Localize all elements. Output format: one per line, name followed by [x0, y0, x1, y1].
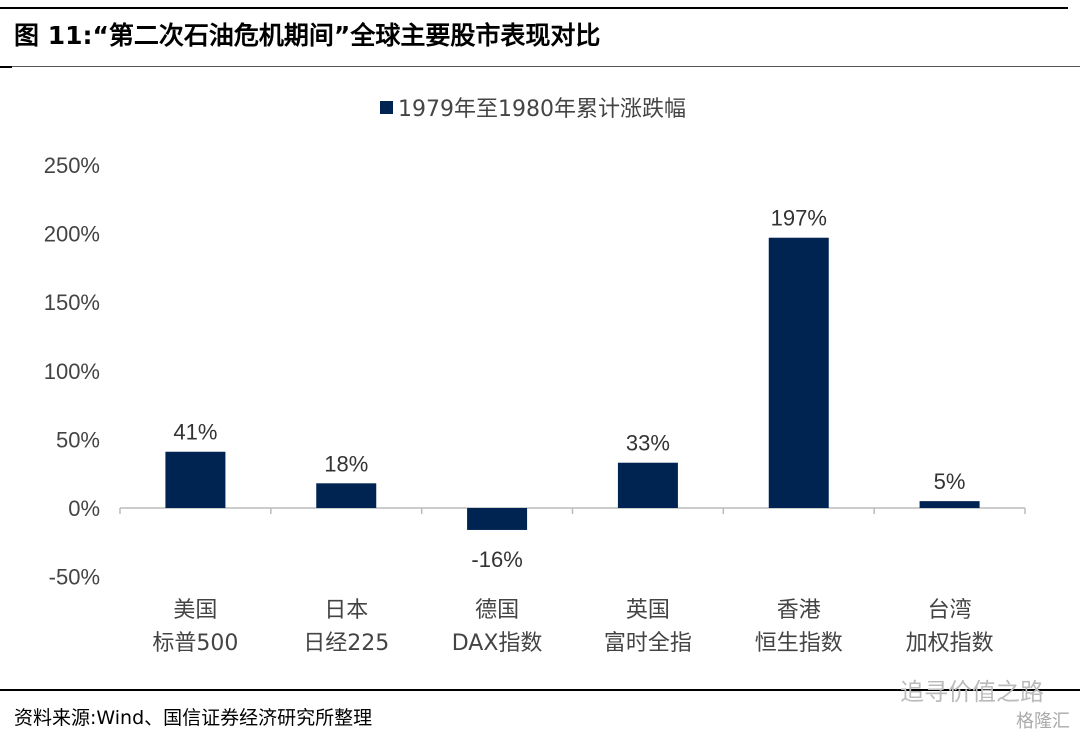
source-note: 资料来源:Wind、国信证券经济研究所整理 — [14, 707, 373, 729]
title-rule — [0, 66, 1080, 67]
top-rule — [0, 7, 1068, 9]
watermark: 追寻价值之路 — [900, 678, 1044, 706]
figure-title: 图 11:“第二次石油危机期间”全球主要股市表现对比 — [14, 21, 601, 50]
bottom-rule — [0, 689, 1080, 691]
y-tick-label: 250% — [44, 153, 100, 178]
bar — [768, 237, 829, 508]
x-category-label: 标普500 — [152, 631, 238, 656]
x-category-label: 美国 — [173, 598, 217, 623]
y-tick-label: 50% — [56, 427, 100, 452]
x-category-label: 富时全指 — [604, 631, 692, 656]
y-tick-label: -50% — [49, 565, 100, 590]
data-label: 18% — [324, 451, 368, 476]
data-label: 197% — [771, 206, 827, 231]
watermark-logo: 格隆汇 — [1016, 711, 1070, 732]
x-category-label: DAX指数 — [452, 631, 543, 656]
data-label: 33% — [626, 431, 670, 456]
bar — [316, 483, 377, 508]
legend-label: 1979年至1980年累计涨跌幅 — [398, 97, 686, 122]
legend-swatch — [380, 101, 393, 114]
data-label: 41% — [173, 420, 217, 445]
y-tick-label: 200% — [44, 222, 100, 247]
bar — [165, 451, 226, 508]
x-category-label: 英国 — [626, 598, 670, 623]
x-category-label: 台湾 — [928, 598, 972, 623]
bar — [617, 462, 678, 508]
bar — [919, 501, 980, 508]
data-label: 5% — [934, 469, 966, 494]
bar — [467, 508, 528, 530]
bar-chart: 1979年至1980年累计涨跌幅 -50% 0% 50% 100% 150% 200% 250… — [44, 97, 1026, 656]
x-category-label: 香港 — [777, 598, 821, 623]
x-category-label: 恒生指数 — [755, 631, 843, 656]
x-category-label: 日本 — [324, 598, 368, 623]
x-category-label: 德国 — [475, 598, 519, 623]
data-label: -16% — [471, 547, 522, 572]
y-tick-label: 0% — [68, 496, 100, 521]
x-category-label: 加权指数 — [906, 631, 994, 656]
x-category-label: 日经225 — [303, 631, 389, 656]
y-tick-label: 100% — [44, 359, 100, 384]
title-rule-accent — [0, 66, 12, 68]
y-tick-label: 150% — [44, 290, 100, 315]
